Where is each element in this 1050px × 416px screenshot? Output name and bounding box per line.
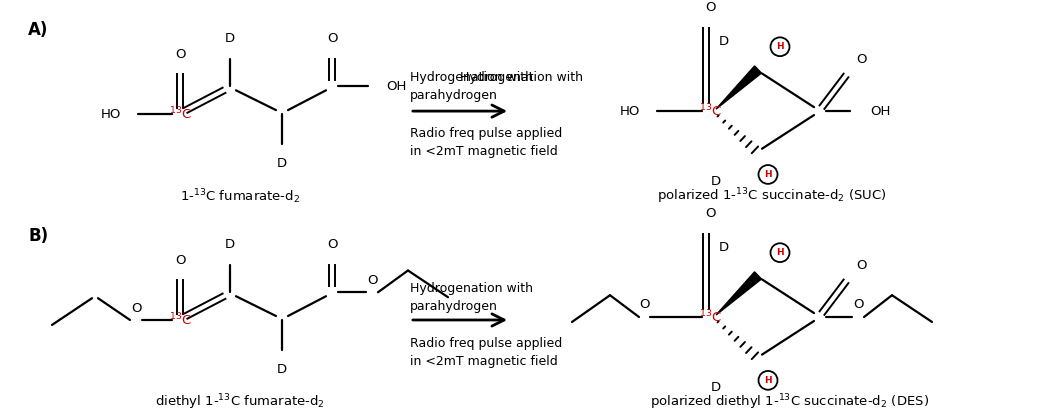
Text: D: D: [711, 175, 721, 188]
Text: Hydrogenation with: Hydrogenation with: [410, 71, 533, 84]
Text: D: D: [719, 35, 729, 48]
Text: Hydrogenation with: Hydrogenation with: [410, 282, 533, 295]
Text: 1-$^{13}$C fumarate-d$_2$: 1-$^{13}$C fumarate-d$_2$: [180, 187, 300, 206]
Text: polarized diethyl 1-$^{13}$C succinate-d$_2$ (DES): polarized diethyl 1-$^{13}$C succinate-d…: [651, 392, 929, 412]
Text: Radio freq pulse applied: Radio freq pulse applied: [410, 337, 562, 350]
Text: O: O: [853, 297, 863, 311]
Polygon shape: [716, 66, 761, 109]
Text: polarized 1-$^{13}$C succinate-d$_2$ (SUC): polarized 1-$^{13}$C succinate-d$_2$ (SU…: [657, 186, 887, 206]
Text: H: H: [764, 376, 772, 385]
Text: O: O: [705, 1, 715, 14]
Text: D: D: [225, 32, 235, 45]
Text: O: O: [705, 207, 715, 220]
Text: B): B): [28, 227, 48, 245]
Text: D: D: [719, 241, 729, 254]
Text: in <2mT magnetic field: in <2mT magnetic field: [410, 145, 558, 158]
Text: O: O: [327, 32, 337, 45]
Text: O: O: [638, 297, 649, 311]
Text: OH: OH: [869, 104, 890, 118]
Text: diethyl 1-$^{13}$C fumarate-d$_2$: diethyl 1-$^{13}$C fumarate-d$_2$: [155, 392, 324, 412]
Text: D: D: [277, 157, 287, 170]
Text: H: H: [776, 42, 783, 51]
Text: D: D: [711, 381, 721, 394]
Text: parahydrogen: parahydrogen: [410, 300, 498, 312]
Text: D: D: [277, 363, 287, 376]
Text: $^{13}$C: $^{13}$C: [169, 106, 191, 122]
Text: A): A): [28, 21, 48, 39]
Text: HO: HO: [620, 104, 640, 118]
Text: OH: OH: [385, 80, 406, 93]
Text: O: O: [174, 48, 185, 61]
Text: O: O: [857, 53, 867, 66]
Text: O: O: [366, 274, 377, 287]
Text: HO: HO: [101, 108, 121, 121]
Text: $^{13}$C: $^{13}$C: [698, 309, 721, 325]
Text: H: H: [776, 248, 783, 257]
Text: O: O: [174, 254, 185, 267]
Text: in <2mT magnetic field: in <2mT magnetic field: [410, 355, 558, 368]
Text: H: H: [764, 170, 772, 179]
Text: O: O: [131, 302, 142, 314]
Polygon shape: [716, 272, 761, 315]
Text: $^{13}$C: $^{13}$C: [698, 103, 721, 119]
Text: parahydrogen: parahydrogen: [410, 89, 498, 102]
Text: $^{13}$C: $^{13}$C: [169, 312, 191, 328]
Text: O: O: [327, 238, 337, 251]
Text: Radio freq pulse applied: Radio freq pulse applied: [410, 127, 562, 140]
Text: Hydrogenation with: Hydrogenation with: [460, 71, 583, 84]
Text: D: D: [225, 238, 235, 251]
Text: O: O: [857, 259, 867, 272]
